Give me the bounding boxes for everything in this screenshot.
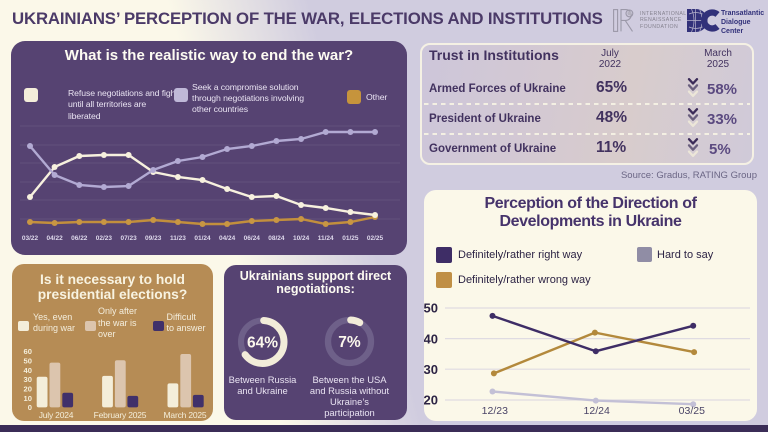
- svg-text:40: 40: [24, 366, 32, 375]
- svg-text:20: 20: [424, 393, 438, 408]
- svg-text:30: 30: [24, 375, 32, 384]
- svg-text:02/25: 02/25: [367, 235, 384, 242]
- svg-text:0: 0: [28, 403, 32, 412]
- svg-text:09/23: 09/23: [145, 235, 162, 242]
- svg-text:03/22: 03/22: [22, 235, 39, 242]
- svg-text:04/22: 04/22: [46, 235, 63, 242]
- svg-text:50: 50: [24, 356, 32, 365]
- svg-text:12/24: 12/24: [584, 405, 610, 417]
- svg-text:March 2025: March 2025: [164, 410, 207, 420]
- svg-text:30: 30: [424, 362, 438, 377]
- svg-text:60: 60: [24, 347, 32, 356]
- svg-text:20: 20: [24, 385, 32, 394]
- svg-text:08/24: 08/24: [268, 235, 285, 242]
- svg-text:02/23: 02/23: [96, 235, 113, 242]
- svg-text:11/23: 11/23: [170, 235, 186, 242]
- svg-text:01/24: 01/24: [194, 235, 211, 242]
- svg-text:July 2024: July 2024: [39, 410, 74, 420]
- svg-text:04/24: 04/24: [219, 235, 236, 242]
- svg-text:10/24: 10/24: [293, 235, 310, 242]
- svg-text:11/24: 11/24: [318, 235, 334, 242]
- svg-text:7%: 7%: [338, 334, 361, 351]
- svg-text:40: 40: [424, 331, 438, 346]
- svg-text:64%: 64%: [247, 335, 278, 352]
- svg-text:06/22: 06/22: [71, 235, 88, 242]
- svg-text:10: 10: [24, 394, 32, 403]
- svg-text:February 2025: February 2025: [94, 410, 147, 420]
- svg-text:01/25: 01/25: [342, 235, 359, 242]
- svg-text:07/23: 07/23: [120, 235, 137, 242]
- svg-text:50: 50: [424, 301, 438, 316]
- svg-text:12/23: 12/23: [482, 405, 508, 417]
- svg-text:03/25: 03/25: [679, 405, 705, 417]
- svg-text:06/24: 06/24: [244, 235, 261, 242]
